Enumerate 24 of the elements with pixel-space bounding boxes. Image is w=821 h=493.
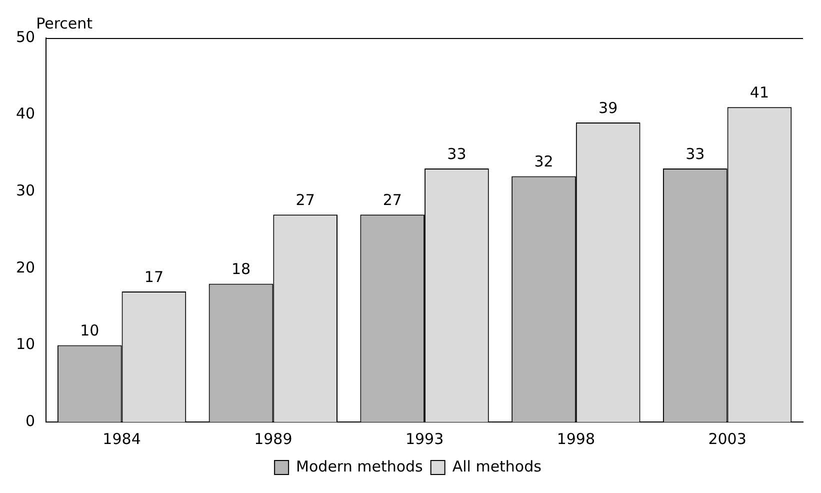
data-label: 10 [80,322,100,340]
y-tick-label: 50 [16,28,36,46]
data-label: 33 [447,144,466,163]
legend-label: All methods [452,457,542,476]
data-label: 18 [231,260,251,278]
x-tick-label: 1998 [556,430,596,448]
y-tick-label: 10 [16,335,36,354]
data-label: 17 [144,268,164,286]
y-tick-label: 40 [16,104,36,123]
y-tick-label: 30 [16,181,36,200]
data-label: 41 [750,84,770,102]
data-label: 27 [296,191,315,210]
legend-label: Modern methods [296,457,424,476]
data-label: 39 [598,98,618,117]
y-tick-label: 20 [16,258,36,276]
x-tick-label: 1989 [254,430,292,448]
x-tick-label: 2003 [708,430,746,448]
x-tick-label: 1993 [405,430,444,448]
data-label: 33 [686,144,705,163]
data-label: 32 [534,152,554,171]
y-tick-label: 0 [26,412,36,430]
y-axis-title: Percent [36,14,93,32]
data-label: 27 [382,191,402,210]
x-tick-label: 1984 [102,430,141,448]
